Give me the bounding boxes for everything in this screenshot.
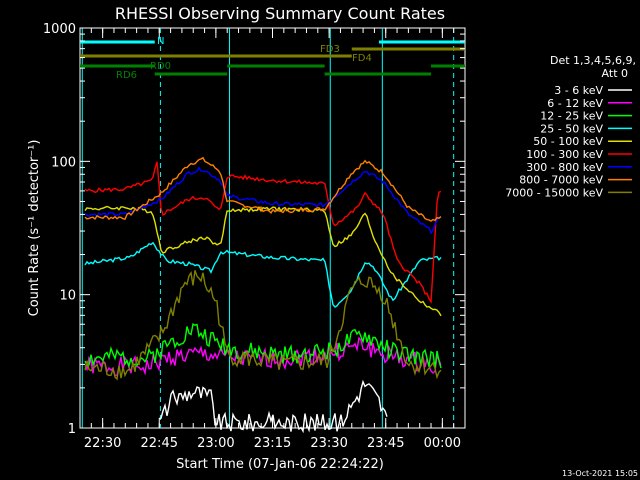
plot-frame (79, 27, 466, 429)
legend-label-50-100-kev: 50 - 100 keV (533, 135, 603, 148)
legend-label-100-300-kev: 100 - 300 keV (526, 148, 603, 161)
series-7000-15000-kev (84, 270, 442, 381)
x-tick-label-23-30: 23:30 (310, 436, 347, 451)
x-axis-label: Start Time (07-Jan-06 22:24:22) (176, 457, 384, 472)
y-tick-label-1: 1 (68, 422, 76, 437)
scan-markers (81, 28, 455, 428)
legend-label-300-800-kev: 300 - 800 keV (526, 161, 603, 174)
series-50-100-kev (84, 205, 442, 317)
x-tick-label-23-00: 23:00 (197, 436, 234, 451)
chart-title: RHESSI Observing Summary Count Rates (115, 4, 445, 23)
legend-label-6-12-kev: 6 - 12 keV (547, 97, 603, 110)
y-axis-label: Count Rate (s⁻¹ detector⁻¹) (27, 140, 42, 317)
legend-header-0: Det 1,3,4,5,6,9, (550, 54, 636, 67)
y-tick-label-100: 100 (51, 155, 76, 170)
legend-label-800-7000-kev: 800 - 7000 keV (519, 174, 603, 187)
series-800-7000-kev (84, 156, 442, 222)
annotation-n: N (157, 36, 164, 47)
timestamp: 13-Oct-2021 15:05 (562, 469, 638, 478)
x-tick-label-22-30: 22:30 (84, 436, 121, 451)
x-tick-label-23-45: 23:45 (367, 436, 404, 451)
y-axis-ticks: 1 10 100 1000 (43, 22, 465, 437)
y-tick-label-10: 10 (59, 289, 76, 304)
series-100-300-kev (84, 161, 442, 304)
flag-annotations: N FD3 FD4 RD0 RD6 (116, 36, 372, 81)
annotation-fd3: FD3 (320, 44, 340, 55)
annotation-fd4: FD4 (352, 53, 372, 64)
series-300-800-kev (84, 166, 442, 235)
series-25-50-kev (84, 241, 442, 308)
legend-label-3-6-kev: 3 - 6 keV (554, 84, 603, 97)
series-group (84, 156, 442, 434)
legend-label-25-50-kev: 25 - 50 keV (540, 122, 603, 135)
flag-bars (80, 40, 465, 76)
series-12-25-kev (84, 323, 442, 369)
x-tick-label-23-15: 23:15 (254, 436, 291, 451)
legend-header-1: Att 0 (602, 67, 628, 80)
y-tick-label-1000: 1000 (43, 22, 76, 37)
x-axis-ticks: 22:30 22:45 23:00 23:15 23:30 23:45 00:00 (79, 28, 461, 451)
x-tick-label-00-00: 00:00 (424, 436, 461, 451)
legend-label-12-25-kev: 12 - 25 keV (540, 110, 603, 123)
legend-label-7000-15000-kev: 7000 - 15000 keV (505, 186, 603, 199)
annotation-rd0: RD0 (150, 61, 171, 72)
x-tick-label-22-45: 22:45 (141, 436, 178, 451)
annotation-rd6: RD6 (116, 70, 137, 81)
series-3-6-kev (158, 379, 388, 434)
